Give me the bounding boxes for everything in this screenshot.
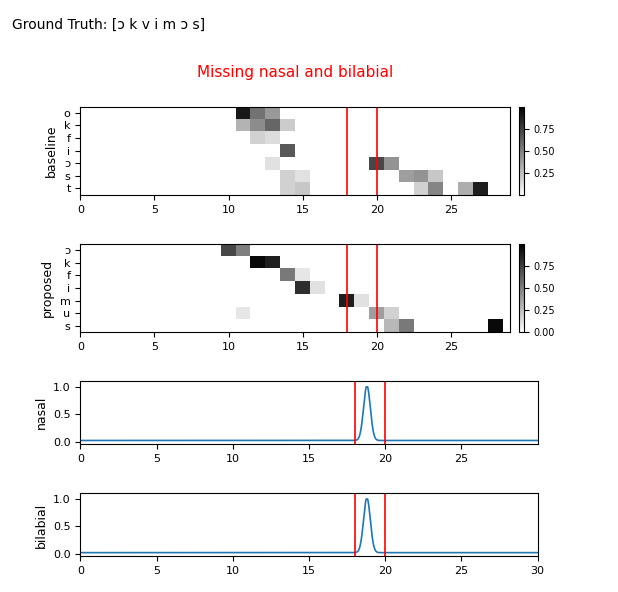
Y-axis label: proposed: proposed bbox=[41, 259, 54, 317]
Y-axis label: bilabial: bilabial bbox=[35, 503, 48, 548]
Text: Ground Truth: [ɔ k v i m ɔ s]: Ground Truth: [ɔ k v i m ɔ s] bbox=[12, 18, 205, 32]
Y-axis label: baseline: baseline bbox=[45, 124, 58, 177]
Y-axis label: nasal: nasal bbox=[35, 396, 48, 429]
Text: Missing nasal and bilabial: Missing nasal and bilabial bbox=[197, 65, 394, 80]
